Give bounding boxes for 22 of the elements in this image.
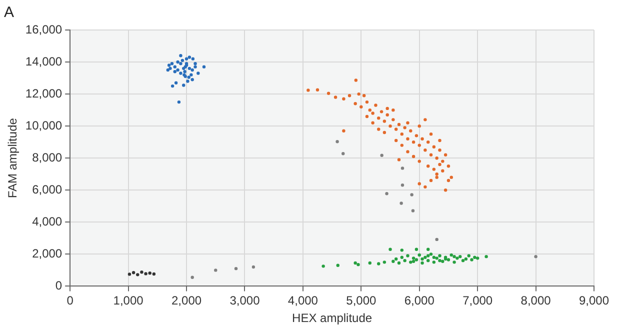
- y-tick-label: 10,000: [25, 118, 62, 132]
- y-tick-label: 0: [55, 278, 62, 293]
- x-tick-label: 6,000: [404, 294, 435, 308]
- y-tick-label: 16,000: [25, 22, 62, 36]
- x-tick-label: 1,000: [113, 294, 144, 308]
- x-tick-label: 0: [66, 294, 74, 308]
- y-tick-label: 8,000: [32, 150, 62, 164]
- y-tick-label: 14,000: [25, 54, 62, 68]
- y-axis-title: FAM amplitude: [6, 118, 20, 198]
- x-tick-label: 8,000: [520, 294, 552, 308]
- x-tick-label: 2,000: [172, 294, 202, 308]
- x-tick-label: 9,000: [578, 294, 610, 308]
- x-tick-label: 4,000: [288, 294, 318, 308]
- x-tick-label: 7,000: [462, 294, 493, 308]
- y-tick-label: 2,000: [32, 246, 62, 260]
- y-tick-label: 6,000: [32, 182, 62, 196]
- x-tick-label: 3,000: [230, 294, 260, 308]
- y-tick-label: 12,000: [25, 86, 62, 100]
- chart-title: A: [4, 4, 14, 22]
- x-axis-title: HEX amplitude: [292, 311, 372, 326]
- y-tick-label: 4,000: [32, 214, 62, 228]
- x-tick-label: 5,000: [346, 294, 376, 308]
